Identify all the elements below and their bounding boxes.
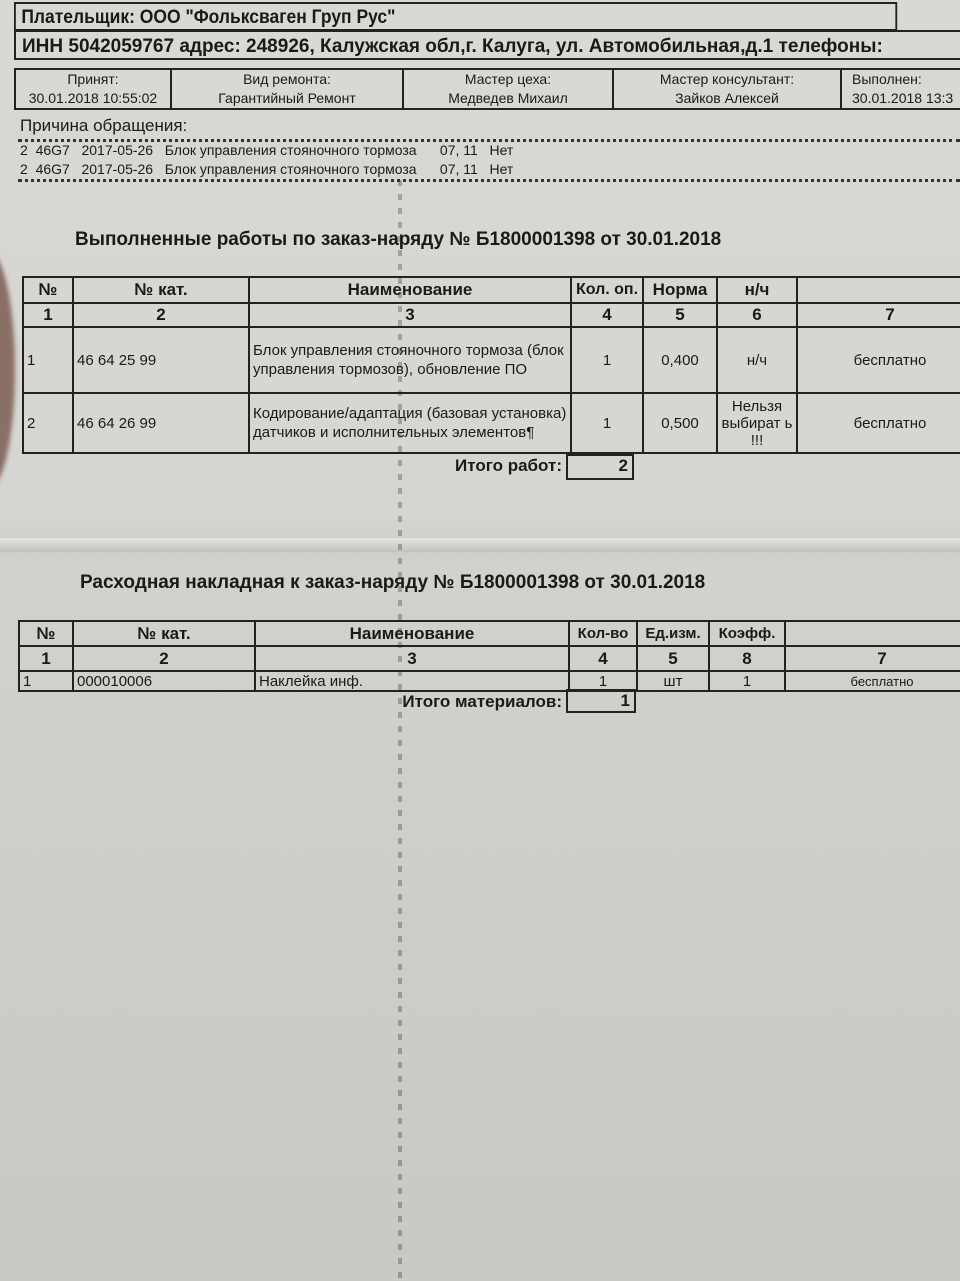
table-row: 1 000010006 Наклейка инф. 1 шт 1 бесплат… (18, 670, 960, 692)
info-value: Гарантийный Ремонт (218, 90, 356, 106)
col-number: 4 (570, 302, 644, 328)
cell-name: Кодирование/адаптация (базовая установка… (248, 392, 572, 454)
header-num: № (18, 620, 74, 647)
materials-total-label: Итого материалов: (402, 692, 562, 711)
col-number: 3 (254, 645, 570, 672)
payer-line: Плательщик: ООО "Фольксваген Груп Рус" (14, 2, 898, 31)
inn-address-line: ИНН 5042059767 адрес: 248926, Калужская … (14, 30, 960, 60)
reason-row: 2 46G7 2017-05-26 Блок управления стояно… (20, 161, 514, 177)
works-title: Выполненные работы по заказ-наряду № Б18… (75, 229, 722, 250)
materials-total-value: 1 (566, 689, 636, 713)
info-label: Выполнен: (852, 71, 922, 87)
header-empty (796, 276, 960, 304)
col-number: 5 (642, 302, 718, 328)
col-number: 7 (784, 645, 960, 672)
order-info-table: Принят: 30.01.2018 10:55:02 Вид ремонта: Г… (14, 68, 960, 110)
col-number: 4 (568, 645, 638, 672)
cell-unit: шт (636, 670, 710, 692)
info-completed: Выполнен: 30.01.2018 13:3 (840, 68, 960, 110)
header-qty: Кол. оп. (570, 276, 644, 304)
col-number: 8 (708, 645, 786, 672)
dotted-divider (18, 179, 960, 182)
cell-price: бесплатно (784, 670, 960, 692)
header-name: Наименование (254, 620, 570, 647)
cell-cat: 000010006 (72, 670, 256, 692)
header-empty (784, 620, 960, 647)
col-number: 5 (636, 645, 710, 672)
cell-name: Блок управления стояночного тормоза (бло… (248, 326, 572, 394)
cell-name: Наклейка инф. (254, 670, 570, 692)
cell-norm: 0,500 (642, 392, 718, 454)
cell-num: 2 (22, 392, 74, 454)
cell-num: 1 (18, 670, 74, 692)
paper-crease (398, 180, 402, 1280)
cell-price: бесплатно (796, 326, 960, 394)
reason-label: Причина обращения: (20, 116, 188, 135)
header-norm: Норма (642, 276, 718, 304)
col-number: 1 (18, 645, 74, 672)
cell-qty: 1 (570, 326, 644, 394)
cell-coef: 1 (708, 670, 786, 692)
table-row: 1 46 64 25 99 Блок управления стояночног… (22, 326, 960, 394)
header-coef: Коэфф. (708, 620, 786, 647)
dotted-divider (18, 139, 960, 142)
cell-nh: н/ч (716, 326, 798, 394)
header-cat: № кат. (72, 276, 250, 304)
info-label: Вид ремонта: (243, 71, 331, 87)
info-value: 30.01.2018 10:55:02 (28, 90, 158, 106)
cell-cat: 46 64 26 99 (72, 392, 250, 454)
materials-table: № № кат. Наименование Кол-во Ед.изм. Коэ… (18, 620, 960, 692)
info-repair-type: Вид ремонта: Гарантийный Ремонт (170, 68, 404, 110)
cell-qty: 1 (570, 392, 644, 454)
info-label: Мастер цеха: (464, 71, 552, 87)
works-total-label: Итого работ: (455, 456, 562, 475)
cell-price: бесплатно (796, 392, 960, 454)
col-number: 3 (248, 302, 572, 328)
header-unit: Ед.изм. (636, 620, 710, 647)
table-row: 2 46 64 26 99 Кодирование/адаптация (баз… (22, 392, 960, 454)
header-nh: н/ч (716, 276, 798, 304)
header-name: Наименование (248, 276, 572, 304)
header-cat: № кат. (72, 620, 256, 647)
cell-qty: 1 (568, 670, 638, 692)
reason-row: 2 46G7 2017-05-26 Блок управления стояно… (20, 142, 514, 158)
col-number: 6 (716, 302, 798, 328)
finger-edge (0, 250, 15, 490)
cell-norm: 0,400 (642, 326, 718, 394)
info-label: Мастер консультант: (659, 71, 795, 87)
paper-fold (0, 538, 960, 552)
info-received: Принят: 30.01.2018 10:55:02 (14, 68, 172, 110)
cell-cat: 46 64 25 99 (72, 326, 250, 394)
col-number: 1 (22, 302, 74, 328)
col-number: 2 (72, 645, 256, 672)
info-shop-master: Мастер цеха: Медведев Михаил (402, 68, 614, 110)
cell-nh: Нельзя выбират ь !!! (716, 392, 798, 454)
info-label: Принят: (67, 71, 119, 87)
col-number: 7 (796, 302, 960, 328)
info-consultant: Мастер консультант: Зайков Алексей (612, 68, 842, 110)
cell-num: 1 (22, 326, 74, 394)
info-value: 30.01.2018 13:3 (852, 90, 954, 106)
materials-title: Расходная накладная к заказ-наряду № Б18… (80, 572, 706, 593)
info-value: Зайков Алексей (675, 90, 779, 106)
info-value: Медведев Михаил (448, 90, 568, 106)
header-qty: Кол-во (568, 620, 638, 647)
works-total-value: 2 (566, 454, 634, 480)
col-number: 2 (72, 302, 250, 328)
works-table: № № кат. Наименование Кол. оп. Норма н/ч… (22, 276, 960, 454)
header-num: № (22, 276, 74, 304)
